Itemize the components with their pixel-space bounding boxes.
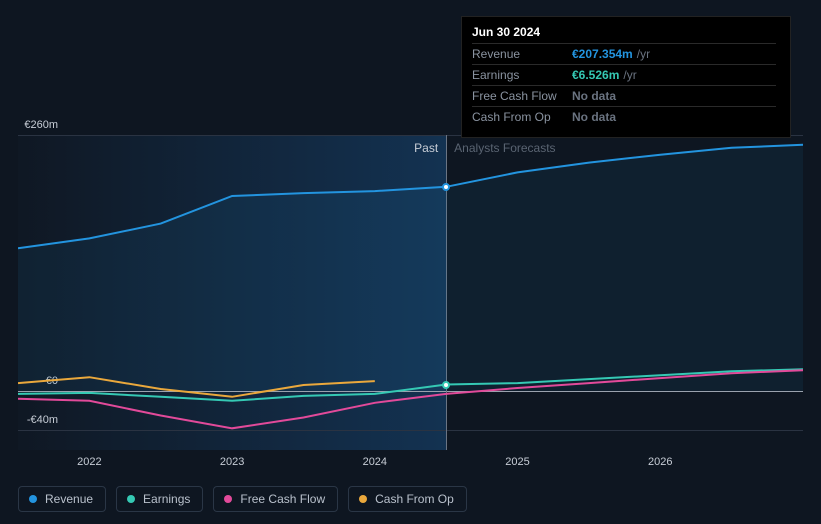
x-axis-label: 2024 bbox=[363, 456, 387, 468]
legend-label: Cash From Op bbox=[375, 492, 454, 506]
tooltip-row: Cash From Op No data bbox=[472, 106, 776, 127]
tooltip-row: Earnings €6.526m /yr bbox=[472, 64, 776, 85]
tooltip-row: Free Cash Flow No data bbox=[472, 85, 776, 106]
tooltip-row: Revenue €207.354m /yr bbox=[472, 43, 776, 64]
tooltip-date: Jun 30 2024 bbox=[472, 25, 776, 39]
x-axis-label: 2022 bbox=[77, 456, 101, 468]
tooltip-unit: /yr bbox=[637, 47, 650, 61]
tooltip-value: No data bbox=[572, 110, 616, 124]
x-axis-label: 2026 bbox=[648, 456, 672, 468]
tooltip-label: Revenue bbox=[472, 47, 572, 61]
tooltip-unit: /yr bbox=[623, 68, 636, 82]
circle-icon bbox=[224, 495, 232, 503]
marker-revenue bbox=[442, 183, 450, 191]
chart-legend: Revenue Earnings Free Cash Flow Cash Fro… bbox=[18, 486, 467, 512]
tooltip-label: Earnings bbox=[472, 68, 572, 82]
legend-item-fcf[interactable]: Free Cash Flow bbox=[213, 486, 338, 512]
chart-tooltip: Jun 30 2024 Revenue €207.354m /yr Earnin… bbox=[461, 16, 791, 138]
circle-icon bbox=[127, 495, 135, 503]
legend-label: Revenue bbox=[45, 492, 93, 506]
circle-icon bbox=[359, 495, 367, 503]
x-axis-label: 2025 bbox=[505, 456, 529, 468]
tooltip-value: €6.526m bbox=[572, 68, 619, 82]
x-axis-label: 2023 bbox=[220, 456, 244, 468]
legend-item-earnings[interactable]: Earnings bbox=[116, 486, 203, 512]
marker-earnings bbox=[442, 381, 450, 389]
legend-item-revenue[interactable]: Revenue bbox=[18, 486, 106, 512]
tooltip-value: No data bbox=[572, 89, 616, 103]
tooltip-label: Free Cash Flow bbox=[472, 89, 572, 103]
legend-item-cfo[interactable]: Cash From Op bbox=[348, 486, 467, 512]
legend-label: Earnings bbox=[143, 492, 190, 506]
circle-icon bbox=[29, 495, 37, 503]
tooltip-value: €207.354m bbox=[572, 47, 633, 61]
tooltip-label: Cash From Op bbox=[472, 110, 572, 124]
legend-label: Free Cash Flow bbox=[240, 492, 325, 506]
